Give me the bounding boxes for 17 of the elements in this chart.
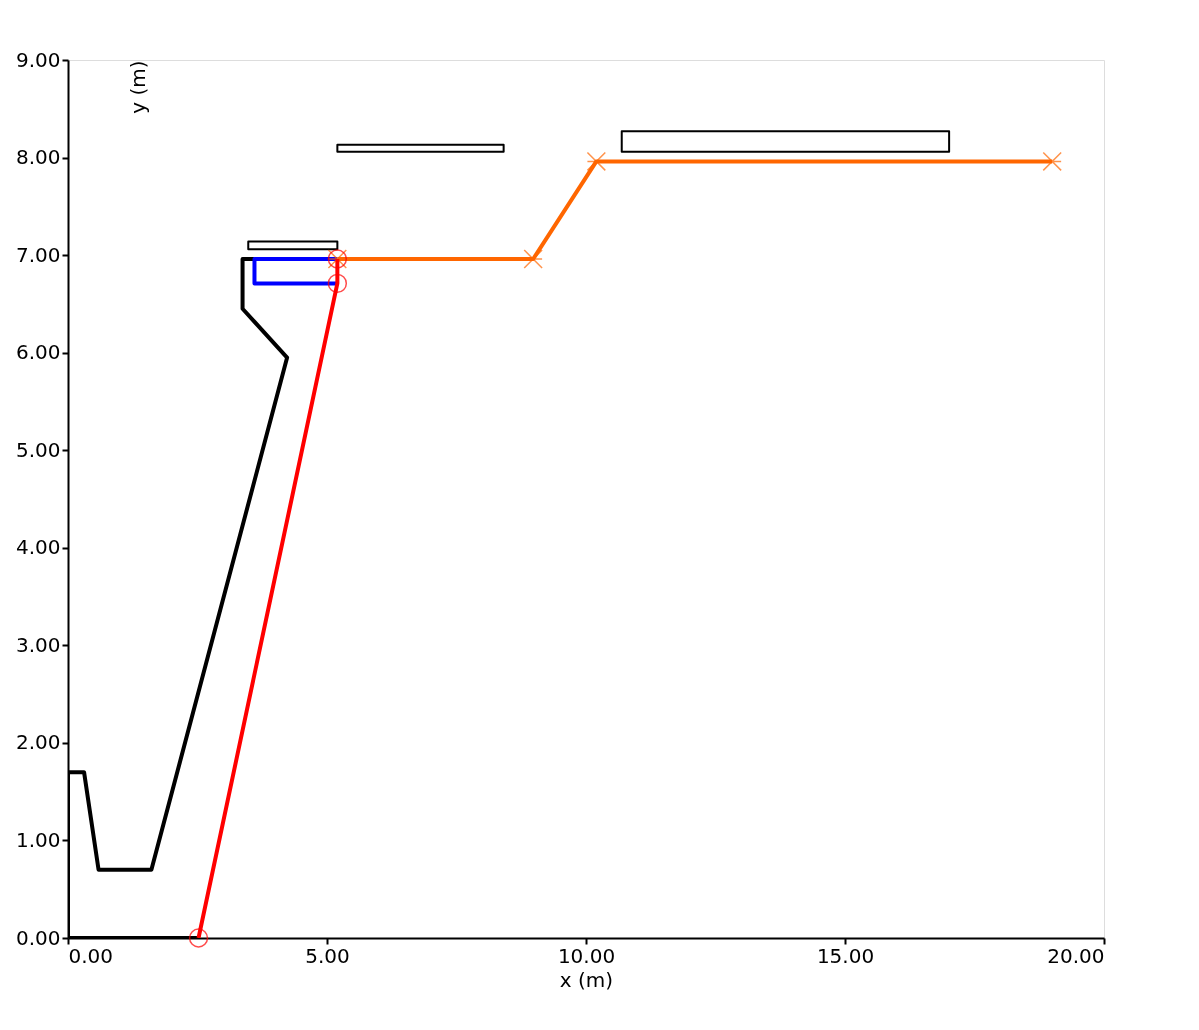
x-tick-label: 20.00 bbox=[1047, 943, 1105, 968]
y-tick-label: 4.00 bbox=[15, 535, 61, 560]
y-tick-label: 6.00 bbox=[15, 340, 61, 365]
x-tick-label: 5.00 bbox=[305, 943, 350, 968]
y-tick-label: 0.00 bbox=[15, 925, 61, 950]
y-tick-label: 2.00 bbox=[15, 730, 61, 755]
y-axis-title: y (m) bbox=[125, 60, 150, 114]
y-tick-label: 5.00 bbox=[15, 437, 61, 462]
y-tick-label: 9.00 bbox=[15, 47, 61, 72]
x-tick-label: 0.00 bbox=[68, 943, 114, 968]
y-tick-label: 3.00 bbox=[15, 632, 61, 657]
y-tick-label: 7.00 bbox=[15, 242, 61, 267]
x-axis-title: x (m) bbox=[559, 967, 614, 992]
y-tick-label: 8.00 bbox=[15, 145, 61, 170]
x-tick-label: 15.00 bbox=[816, 943, 875, 968]
x-tick-label: 10.00 bbox=[557, 943, 616, 968]
y-tick-label: 1.00 bbox=[15, 827, 61, 852]
